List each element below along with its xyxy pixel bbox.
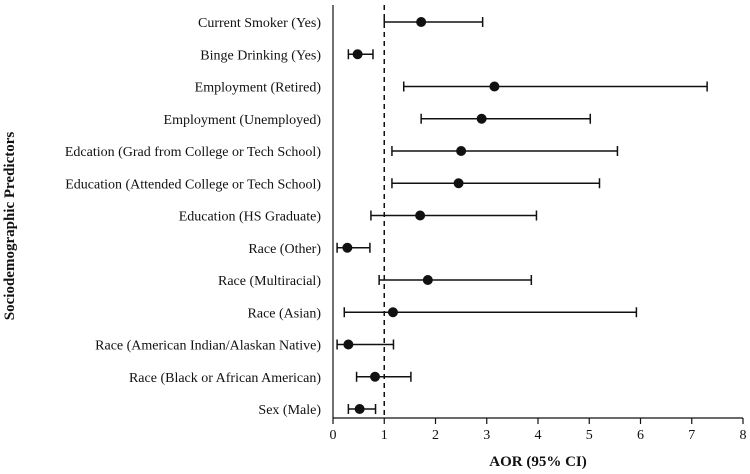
x-axis-title: AOR (95% CI) (489, 454, 587, 470)
aor-point (370, 371, 381, 382)
x-tick-label: 6 (637, 428, 644, 443)
x-ticks: 0 1 2 3 4 5 6 7 8 (330, 418, 747, 443)
row: Race (Asian) (248, 306, 638, 321)
aor-point (453, 178, 464, 189)
category-label: Edcation (Grad from College or Tech Scho… (65, 145, 321, 160)
category-label: Race (Black or African American) (129, 371, 321, 386)
row: Sex (Male) (258, 403, 377, 418)
x-tick-label: 7 (688, 428, 695, 443)
aor-point (489, 81, 500, 92)
rows-layer: Current Smoker (Yes) Binge Drinking (Yes)… (65, 16, 708, 418)
row: Race (American Indian/Alaskan Native) (95, 339, 395, 354)
x-tick-label: 1 (381, 428, 388, 443)
aor-point (342, 242, 353, 253)
aor-point (354, 404, 365, 414)
row: Edcation (Grad from College or Tech Scho… (65, 145, 619, 160)
x-tick-label: 0 (330, 428, 337, 443)
category-label: Race (American Indian/Alaskan Native) (95, 339, 321, 354)
row: Education (Attended College or Tech Scho… (65, 177, 601, 192)
category-label: Employment (Retired) (195, 81, 322, 96)
aor-point (352, 49, 363, 60)
row: Race (Multiracial) (218, 274, 533, 289)
row: Current Smoker (Yes) (198, 16, 484, 31)
x-tick-label: 5 (586, 428, 593, 443)
row: Education (HS Graduate) (179, 210, 538, 225)
category-label: Education (HS Graduate) (179, 210, 322, 225)
category-label: Current Smoker (Yes) (198, 16, 321, 31)
category-label: Race (Multiracial) (218, 274, 321, 289)
aor-point (422, 275, 433, 285)
x-tick-label: 2 (432, 428, 439, 443)
x-tick-label: 4 (535, 428, 542, 443)
x-tick-label: 8 (740, 428, 747, 443)
row: Binge Drinking (Yes) (200, 48, 374, 63)
aor-point (387, 307, 398, 318)
aor-point (415, 210, 426, 221)
x-tick-label: 3 (483, 428, 490, 443)
row: Race (Other) (248, 242, 371, 257)
aor-point (476, 113, 487, 124)
aor-point (416, 17, 427, 27)
row: Employment (Unemployed) (164, 113, 592, 128)
category-label: Race (Asian) (248, 306, 322, 321)
row: Employment (Retired) (195, 81, 708, 96)
aor-point (456, 146, 467, 156)
category-label: Education (Attended College or Tech Scho… (65, 177, 321, 192)
aor-point (343, 339, 354, 350)
row: Race (Black or African American) (129, 371, 412, 386)
category-label: Race (Other) (248, 242, 321, 257)
category-label: Employment (Unemployed) (164, 113, 322, 128)
category-label: Sex (Male) (258, 403, 321, 418)
category-label: Binge Drinking (Yes) (200, 48, 321, 63)
y-axis-title: Sociodemographic Predictors (2, 132, 18, 321)
